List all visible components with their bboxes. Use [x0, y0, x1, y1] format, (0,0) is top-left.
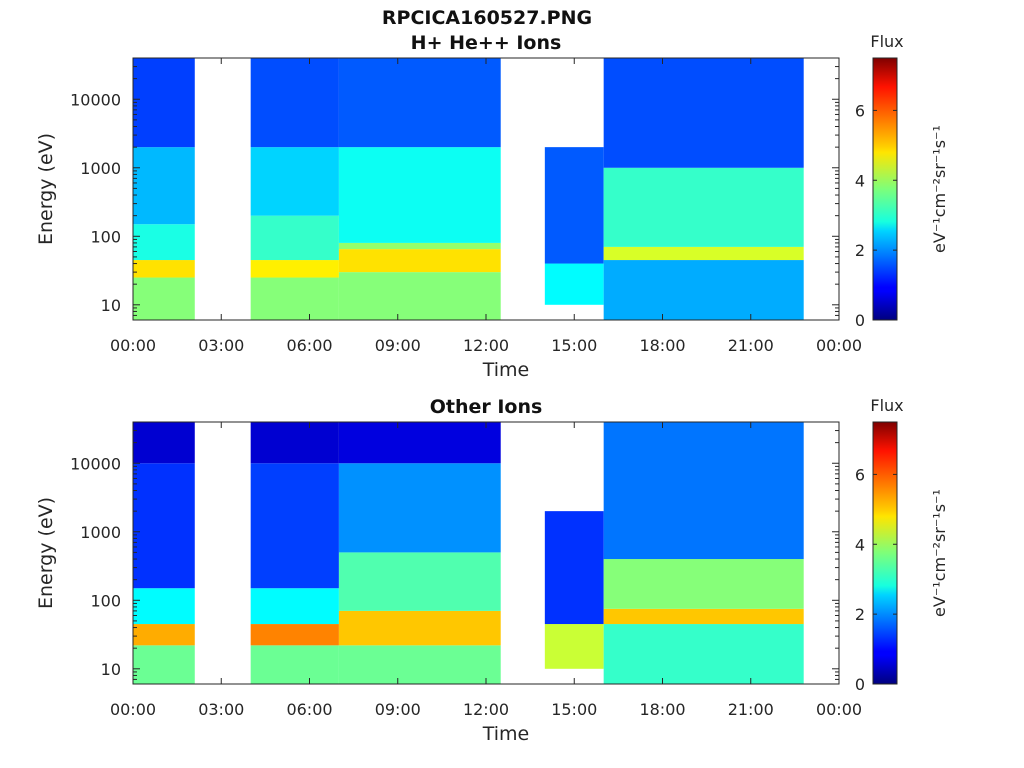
- colorbar-tick-label: 0: [855, 311, 865, 330]
- bottom-spectrogram-panel: Other Ions 00:00 03:00 06:00 09:00 12:00 15:00…: [35, 396, 949, 745]
- heatmap-cell: [250, 645, 339, 684]
- heatmap-cell: [603, 422, 804, 560]
- colorbar-tick-label: 6: [855, 465, 865, 484]
- x-tick-label: 18:00: [639, 336, 685, 355]
- heatmap-cell: [603, 260, 804, 320]
- colorbar: [872, 57, 898, 321]
- colorbar-tick-label: 0: [855, 675, 865, 694]
- heatmap-cell: [338, 272, 501, 320]
- heatmap-cell: [250, 422, 339, 464]
- x-tick-label: 03:00: [198, 700, 244, 719]
- heatmap-cell: [338, 422, 501, 464]
- colorbar-title: Flux: [870, 32, 903, 51]
- x-tick-label: 12:00: [463, 700, 509, 719]
- y-tick-label: 100: [90, 591, 121, 610]
- colorbar-tick-label: 6: [855, 101, 865, 120]
- heatmap-cell: [338, 249, 501, 273]
- x-tick-label: 15:00: [551, 336, 597, 355]
- x-tick-label: 00:00: [110, 700, 156, 719]
- heatmap-cell: [603, 246, 804, 261]
- y-tick-label: 10000: [70, 90, 121, 109]
- heatmap-cell: [250, 463, 339, 589]
- y-tick-label: 10: [101, 660, 121, 679]
- y-tick-label: 1000: [80, 159, 121, 178]
- x-tick-label: 00:00: [110, 336, 156, 355]
- colorbar-tick-label: 4: [855, 535, 865, 554]
- y-tick-label: 10: [101, 296, 121, 315]
- top-spectrogram-panel: H+ He++ Ions 00:00 03:00 06:00 09:00 12:00 15:…: [35, 32, 949, 381]
- heatmap-cell: [133, 422, 195, 464]
- x-tick-label: 18:00: [639, 700, 685, 719]
- x-axis-label: Time: [482, 723, 530, 745]
- colorbar-tick-label: 4: [855, 171, 865, 190]
- heatmap-cell: [338, 242, 501, 250]
- heatmap-cell: [338, 463, 501, 553]
- heatmap-cell: [250, 147, 339, 216]
- heatmap-cell: [603, 624, 804, 684]
- panel-title: H+ He++ Ions: [411, 32, 562, 54]
- heatmap-cell: [133, 260, 195, 278]
- x-tick-label: 09:00: [375, 700, 421, 719]
- heatmap-cell: [250, 624, 339, 646]
- y-tick-label: 100: [90, 227, 121, 246]
- x-tick-label: 09:00: [375, 336, 421, 355]
- heatmap-cell: [133, 645, 195, 684]
- heatmap-cell: [133, 463, 195, 589]
- heatmap-cell: [133, 277, 195, 320]
- heatmap-cell: [133, 58, 195, 148]
- heatmap-cell: [133, 224, 195, 261]
- panel-title: Other Ions: [430, 396, 543, 418]
- heatmap-cell: [338, 147, 501, 243]
- x-tick-label: 03:00: [198, 336, 244, 355]
- heatmap-cell: [133, 624, 195, 646]
- colorbar-unit-label: eV⁻¹cm⁻²sr⁻¹s⁻¹: [930, 125, 949, 253]
- x-tick-label: 00:00: [816, 700, 862, 719]
- heatmap-cell: [338, 552, 501, 611]
- y-tick-label: 1000: [80, 523, 121, 542]
- x-tick-label: 21:00: [728, 336, 774, 355]
- heatmap-cell: [603, 58, 804, 168]
- x-tick-label: 00:00: [816, 336, 862, 355]
- heatmap-cell: [133, 147, 195, 225]
- heatmap-cell: [338, 610, 501, 646]
- heatmap-cell: [338, 645, 501, 684]
- x-axis-label: Time: [482, 359, 530, 381]
- heatmap-cell: [133, 588, 195, 625]
- x-tick-label: 15:00: [551, 700, 597, 719]
- heatmap-cell: [603, 608, 804, 625]
- x-tick-label: 21:00: [728, 700, 774, 719]
- colorbar-title: Flux: [870, 396, 903, 415]
- heatmap-cell: [250, 58, 339, 148]
- heatmap-cell: [544, 624, 604, 669]
- heatmap-cell: [544, 511, 604, 625]
- colorbar-unit-label: eV⁻¹cm⁻²sr⁻¹s⁻¹: [930, 489, 949, 617]
- x-tick-label: 06:00: [286, 336, 332, 355]
- heatmap-cell: [250, 588, 339, 625]
- heatmap-cell: [603, 559, 804, 609]
- heatmap-cell: [544, 263, 604, 305]
- x-tick-label: 12:00: [463, 336, 509, 355]
- heatmap-cell: [603, 167, 804, 247]
- colorbar-tick-label: 2: [855, 605, 865, 624]
- heatmap-cell: [544, 147, 604, 264]
- y-tick-label: 10000: [70, 454, 121, 473]
- heatmap-cell: [250, 277, 339, 320]
- colorbar: [872, 421, 898, 685]
- y-axis-label: Energy (eV): [35, 133, 57, 245]
- heatmap-cell: [250, 215, 339, 261]
- heatmap-cell: [250, 260, 339, 278]
- colorbar-tick-label: 2: [855, 241, 865, 260]
- heatmap-cell: [338, 58, 501, 148]
- y-axis-label: Energy (eV): [35, 497, 57, 609]
- figure-title: RPCICA160527.PNG: [382, 7, 592, 29]
- x-tick-label: 06:00: [286, 700, 332, 719]
